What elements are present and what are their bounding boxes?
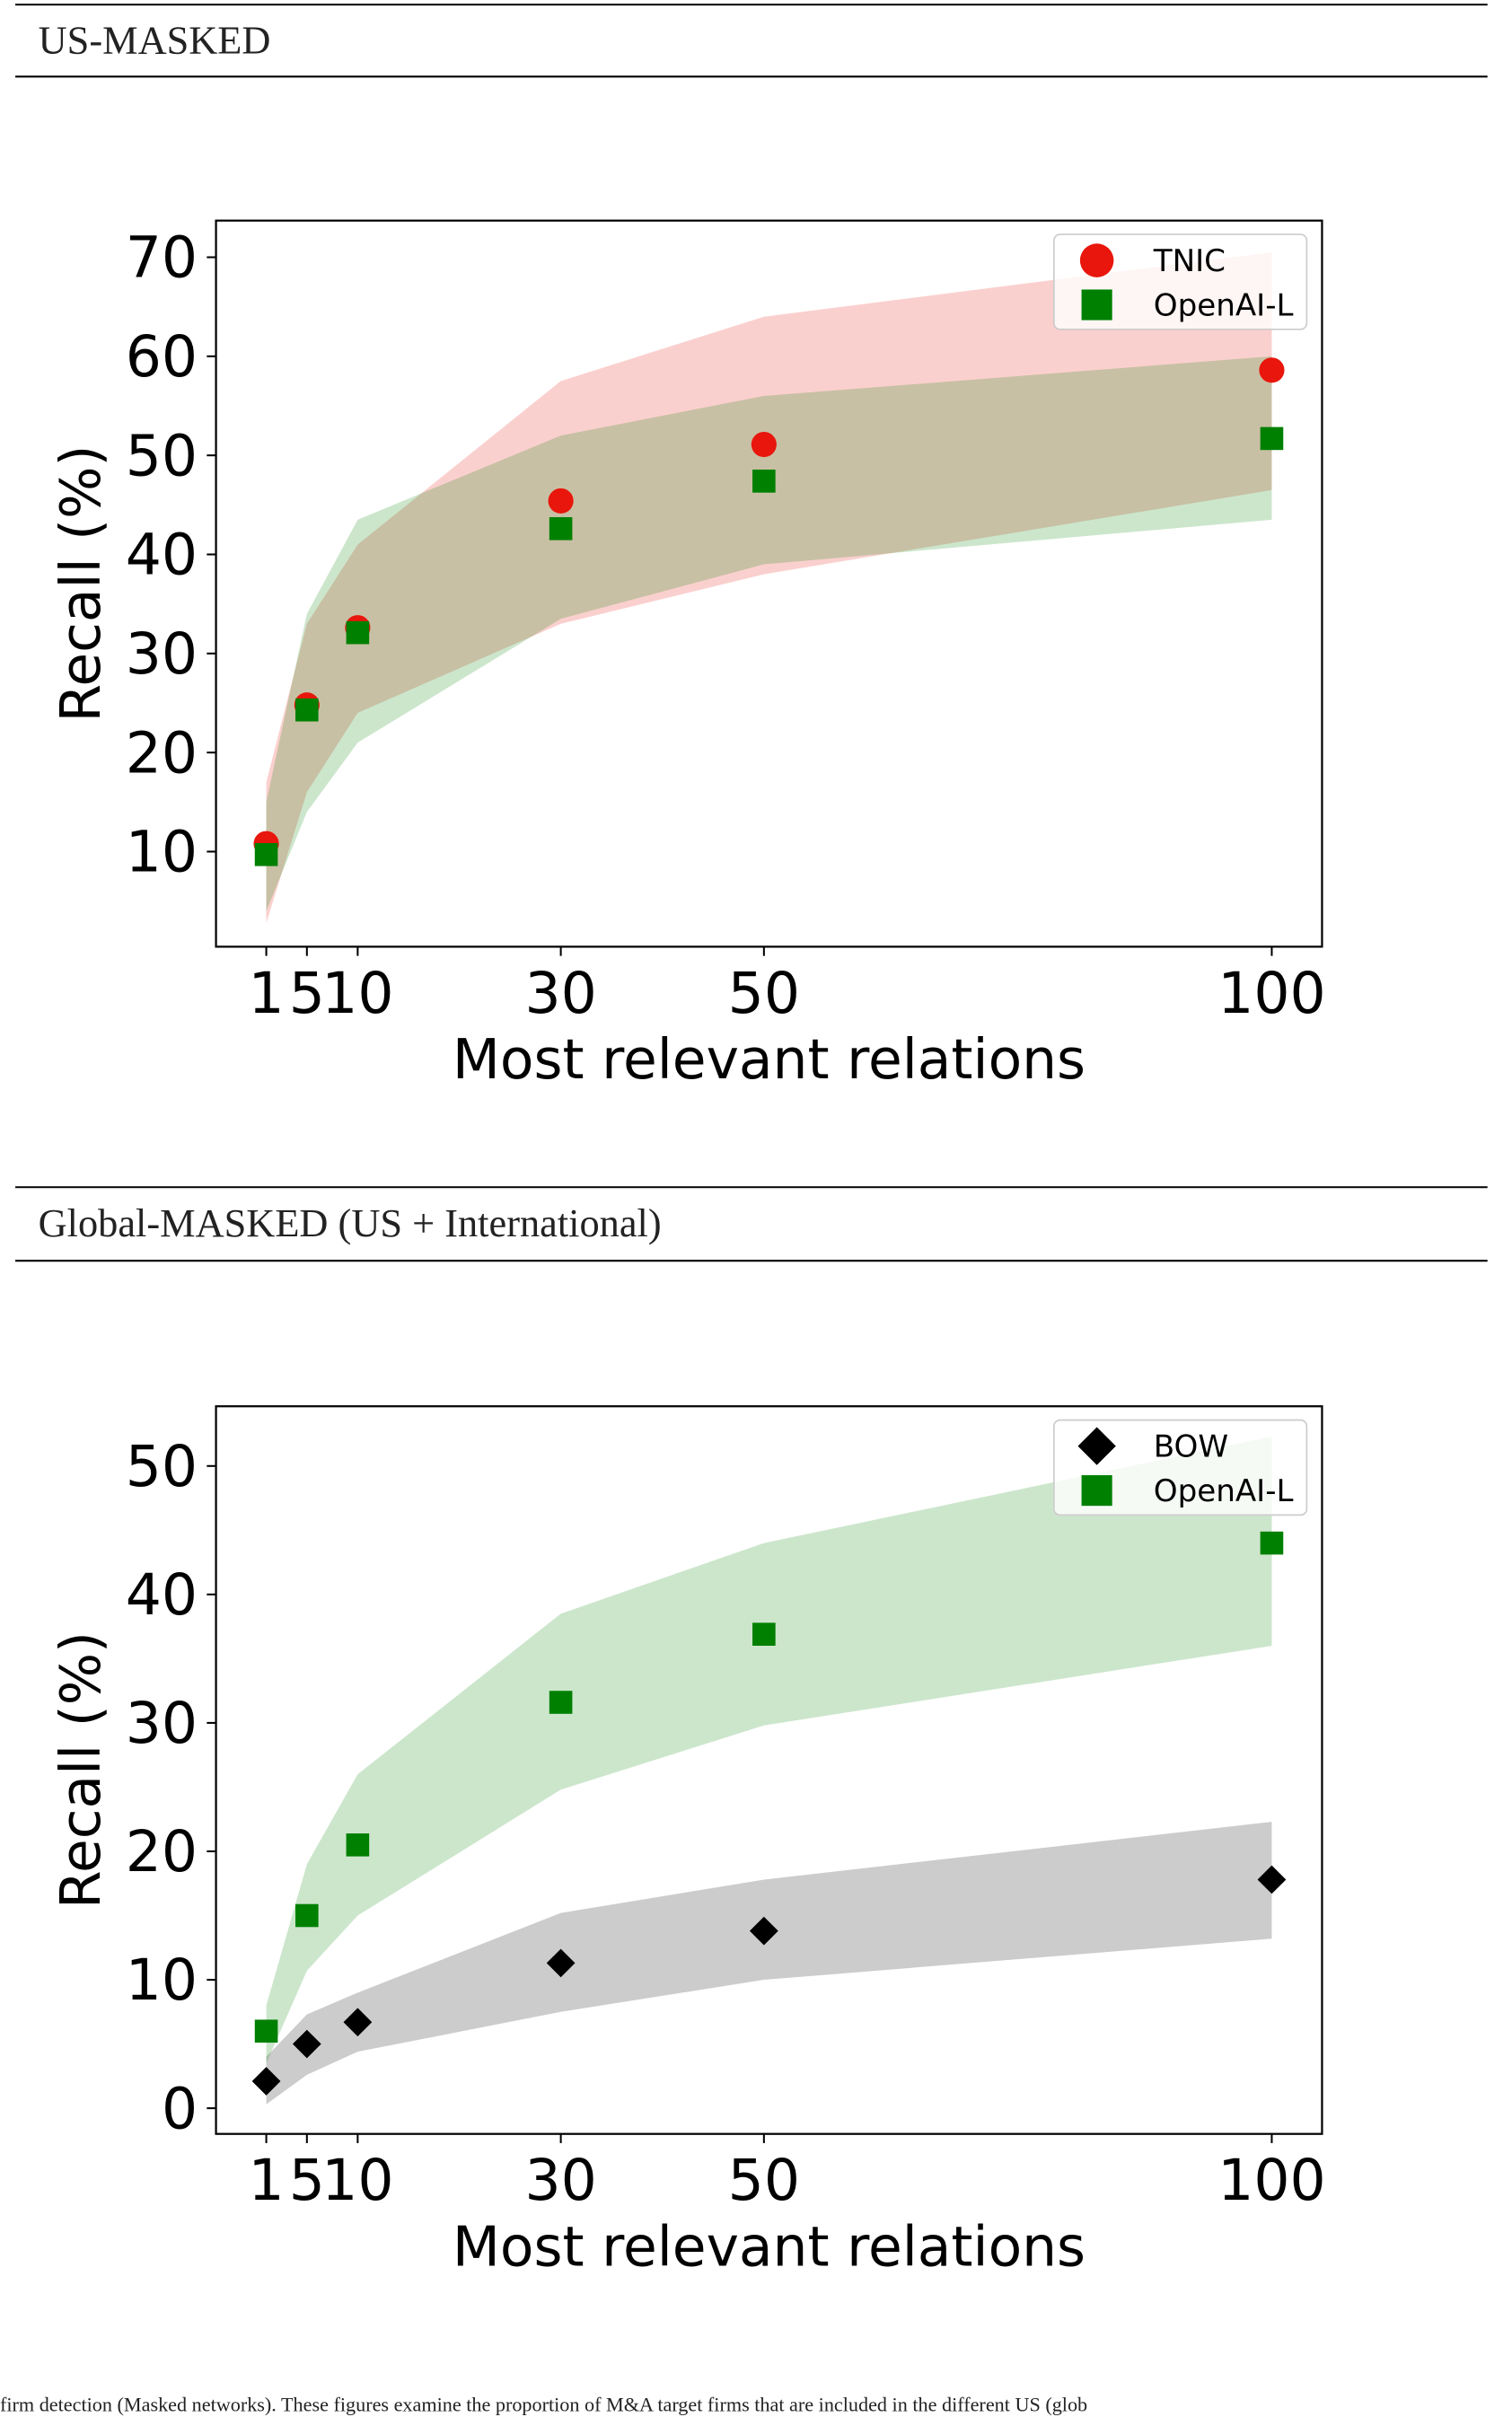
x-axis-label: Most relevant relations: [453, 1028, 1086, 1092]
point: [292, 2029, 321, 2059]
point: [749, 1916, 778, 1946]
x-tick-label: 30: [524, 2147, 596, 2213]
point: [752, 1622, 776, 1646]
plot-frame: [215, 219, 1323, 948]
x-axis-label: Most relevant relations: [453, 2215, 1086, 2279]
y-tick-label: 20: [126, 719, 198, 786]
section-header: US-MASKED: [39, 18, 271, 63]
point: [346, 620, 370, 645]
point: [1257, 1865, 1287, 1894]
y-tick-label: 30: [126, 1690, 198, 1756]
point: [1260, 426, 1284, 451]
legend-marker: [1081, 1475, 1112, 1507]
x-tick-label: 30: [524, 960, 596, 1026]
x-tick-label: 100: [1218, 2147, 1325, 2213]
y-tick-label: 20: [126, 1818, 198, 1885]
section-header: Global-MASKED (US + International): [39, 1200, 662, 1245]
legend-label: BOW: [1154, 1429, 1228, 1465]
y-tick-label: 30: [126, 620, 198, 687]
y-tick-label: 50: [126, 1433, 198, 1499]
confidence-band: [266, 1822, 1272, 2105]
confidence-band: [266, 251, 1272, 923]
point: [254, 2019, 278, 2043]
plot-frame: [215, 1405, 1323, 2135]
point: [1260, 1531, 1284, 1555]
y-tick-label: 40: [126, 1561, 198, 1628]
y-tick-label: 10: [126, 1947, 198, 2013]
x-tick-label: 5: [289, 960, 325, 1026]
y-tick-label: 40: [126, 522, 198, 588]
x-tick-label: 10: [321, 960, 393, 1026]
point: [1259, 357, 1285, 383]
x-tick-label: 100: [1218, 960, 1325, 1026]
y-tick-label: 0: [162, 2075, 198, 2141]
x-tick-label: 10: [321, 2147, 393, 2213]
y-tick-label: 60: [126, 323, 198, 390]
x-tick-label: 5: [289, 2147, 325, 2213]
y-axis-label: Recall (%): [49, 445, 113, 723]
legend-box: [1052, 1419, 1308, 1516]
x-tick-label: 50: [728, 960, 800, 1026]
point: [346, 1833, 370, 1857]
confidence-band: [266, 1436, 1272, 2064]
legend-label: TNIC: [1153, 243, 1226, 279]
point: [752, 470, 776, 493]
point: [548, 488, 574, 514]
x-tick-label: 50: [728, 2147, 800, 2213]
x-tick-label: 1: [248, 2147, 284, 2213]
point: [295, 1903, 319, 1928]
point: [254, 843, 278, 866]
legend-box: [1052, 233, 1308, 330]
y-axis-label: Recall (%): [49, 1631, 113, 1909]
point: [343, 2008, 373, 2037]
y-tick-label: 10: [126, 819, 198, 885]
point: [549, 517, 573, 541]
point: [751, 431, 777, 458]
legend-label: OpenAI-L: [1154, 1473, 1294, 1509]
y-tick-label: 50: [126, 422, 198, 488]
caption: firm detection (Masked networks). These …: [0, 2394, 1087, 2416]
legend-label: OpenAI-L: [1154, 287, 1294, 323]
x-tick-label: 1: [248, 960, 284, 1026]
point: [295, 698, 319, 722]
point: [549, 1691, 573, 1714]
y-tick-label: 70: [126, 224, 198, 291]
legend-marker: [1079, 243, 1114, 277]
legend-marker: [1081, 289, 1112, 321]
confidence-band: [266, 356, 1272, 911]
